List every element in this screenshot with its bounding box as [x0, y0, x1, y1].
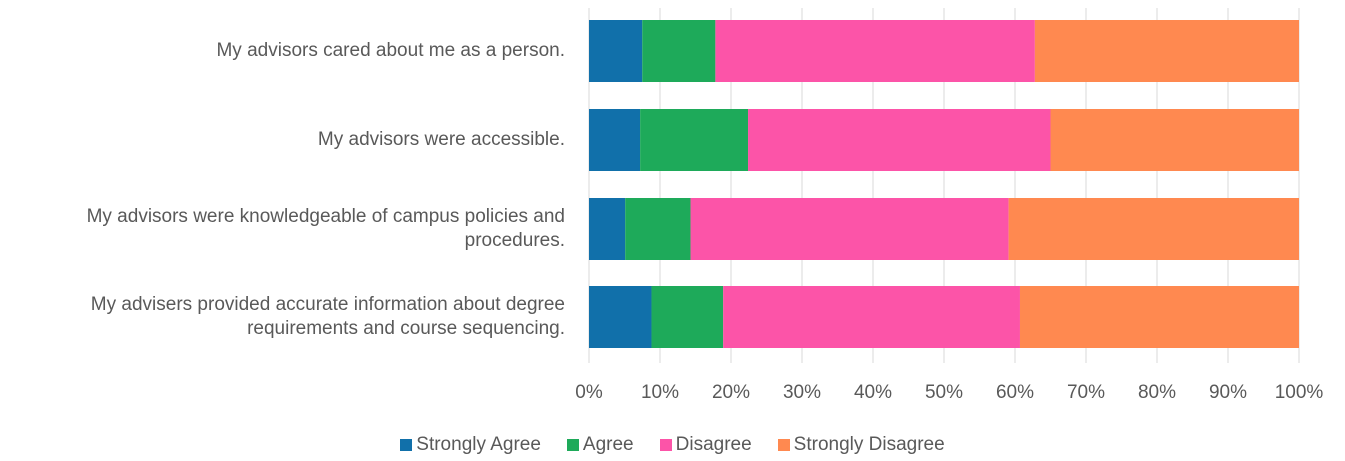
bar-segment-strongly-disagree [1050, 109, 1299, 171]
bar-segment-agree [625, 198, 691, 260]
bar-segment-agree [640, 109, 749, 171]
category-label: My advisors were accessible. [0, 128, 565, 152]
legend-label: Strongly Disagree [793, 434, 945, 455]
x-tick-label: 70% [1067, 382, 1105, 403]
category-label-line: procedures. [464, 230, 565, 251]
bar-segment-strongly-agree [589, 109, 641, 171]
x-tick-label: 80% [1138, 382, 1176, 403]
legend-label: Agree [582, 434, 634, 455]
bar-segment-strongly-agree [589, 286, 652, 348]
legend-swatch [400, 439, 413, 451]
x-tick-label: 90% [1209, 382, 1247, 403]
bar-segment-strongly-disagree [1008, 198, 1299, 260]
legend-swatch [777, 439, 790, 451]
x-tick-label: 0% [575, 382, 603, 403]
bar-segment-disagree [715, 20, 1035, 82]
bars [589, 20, 1299, 348]
legend: Strongly Agree Agree Disagree Strongly Disa… [0, 433, 1345, 457]
bar-segment-strongly-disagree [1019, 286, 1299, 348]
category-label: My advisors cared about me as a person. [0, 39, 565, 63]
x-tick-label: 30% [783, 382, 821, 403]
x-tick-label: 100% [1275, 382, 1324, 403]
bar-segment-strongly-disagree [1034, 20, 1299, 82]
category-label-line: My advisors were knowledgeable of campus… [86, 206, 565, 227]
legend-swatch [566, 439, 579, 451]
x-tick-label: 10% [641, 382, 679, 403]
x-tick-label: 40% [854, 382, 892, 403]
bar-segment-disagree [690, 198, 1009, 260]
legend-item: Strongly Agree [400, 434, 541, 456]
category-label: My advisers provided accurate informatio… [0, 293, 565, 341]
bar-segment-agree [651, 286, 724, 348]
category-label-line: requirements and course sequencing. [247, 318, 565, 339]
bar-segment-strongly-agree [589, 20, 643, 82]
x-tick-label: 20% [712, 382, 750, 403]
bar-segment-disagree [748, 109, 1051, 171]
legend-label: Disagree [675, 434, 752, 455]
legend-label: Strongly Agree [416, 434, 541, 455]
x-tick-label: 60% [996, 382, 1034, 403]
x-tick-label: 50% [925, 382, 963, 403]
x-axis-tick-labels: 0% 10% 20% 30% 40% 50% 60% 70% 80% 90% 100% [575, 382, 1323, 403]
category-label-line: My advisors cared about me as a person. [216, 40, 565, 61]
category-label-line: My advisers provided accurate informatio… [90, 294, 565, 315]
bar-segment-disagree [723, 286, 1020, 348]
category-label-line: My advisors were accessible. [317, 129, 565, 150]
category-label: My advisors were knowledgeable of campus… [0, 205, 565, 253]
legend-item: Disagree [659, 434, 752, 456]
legend-item: Agree [566, 434, 634, 456]
legend-item: Strongly Disagree [777, 434, 945, 456]
legend-swatch [659, 439, 672, 451]
bar-segment-agree [642, 20, 716, 82]
bar-segment-strongly-agree [589, 198, 626, 260]
